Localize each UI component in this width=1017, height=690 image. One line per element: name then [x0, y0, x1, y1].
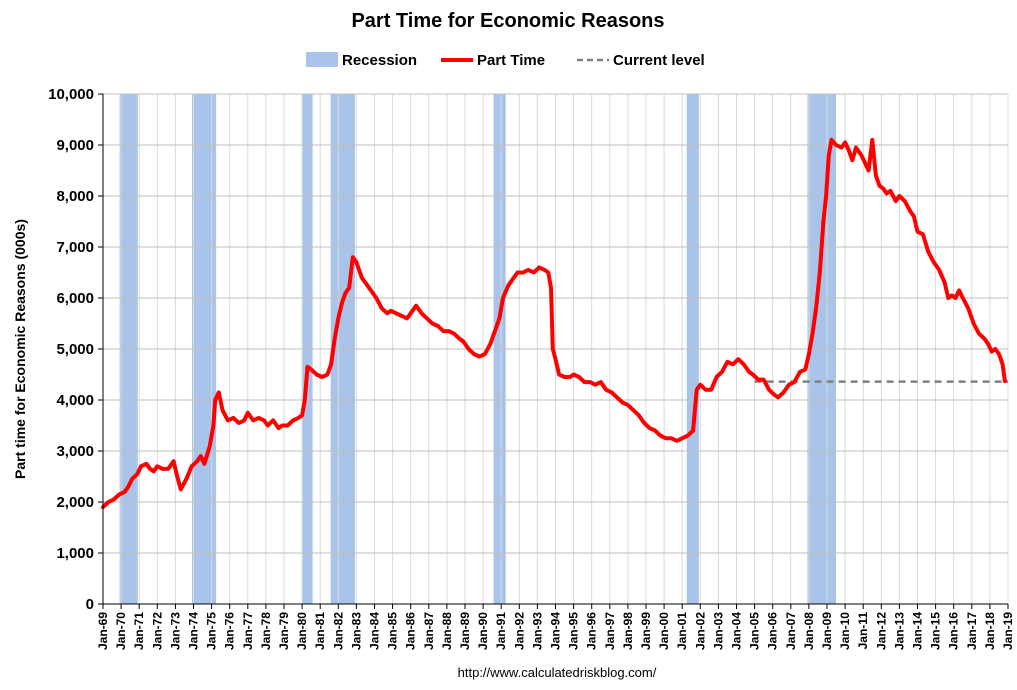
source-url: http://www.calculatedriskblog.com/: [458, 665, 657, 680]
legend-label: Part Time: [477, 52, 545, 69]
legend-item: Current level: [577, 52, 705, 69]
x-tick-label: Jan-80: [295, 612, 309, 650]
x-tick-label: Jan-97: [603, 612, 617, 650]
y-tick-label: 2,000: [56, 494, 94, 511]
grid-lines: [103, 93, 1009, 604]
x-tick-label: Jan-84: [368, 612, 382, 650]
y-tick-label: 8,000: [56, 188, 94, 205]
x-tick-label: Jan-90: [476, 612, 490, 650]
x-tick-label: Jan-88: [440, 612, 454, 650]
x-tick-label: Jan-81: [313, 612, 327, 650]
x-tick-label: Jan-79: [277, 612, 291, 650]
plot-area: [98, 93, 1009, 609]
x-tick-label: Jan-70: [114, 612, 128, 650]
x-tick-label: Jan-14: [911, 612, 925, 650]
x-tick-label: Jan-77: [241, 612, 255, 650]
x-tick-labels: Jan-69 Jan-70 Jan-71 Jan-72 Jan-73 Jan-74 Jan-…: [96, 612, 1015, 650]
y-tick-label: 0: [86, 596, 94, 613]
legend-item: Recession: [306, 52, 417, 69]
x-tick-label: Jan-83: [349, 612, 363, 650]
x-tick-label: Jan-05: [748, 612, 762, 650]
y-tick-label: 7,000: [56, 239, 94, 256]
x-tick-label: Jan-93: [530, 612, 544, 650]
x-tick-label: Jan-82: [331, 612, 345, 650]
x-tick-label: Jan-10: [838, 612, 852, 650]
x-tick-label: Jan-11: [856, 612, 870, 650]
x-tick-label: Jan-86: [404, 612, 418, 650]
legend-label: Recession: [342, 52, 417, 69]
x-tick-label: Jan-15: [929, 612, 943, 650]
x-tick-label: Jan-89: [458, 612, 472, 650]
y-tick-label: 1,000: [56, 545, 94, 562]
y-tick-label: 5,000: [56, 341, 94, 358]
x-tick-label: Jan-94: [549, 612, 563, 650]
x-tick-label: Jan-09: [820, 612, 834, 650]
x-tick-label: Jan-02: [693, 612, 707, 650]
x-tick-label: Jan-91: [494, 612, 508, 650]
series-lines: [101, 137, 1007, 510]
x-tick-label: Jan-95: [567, 612, 581, 650]
x-tick-label: Jan-87: [422, 612, 436, 650]
x-tick-label: Jan-73: [168, 612, 182, 650]
chart-legend: Recession Part Time Current level: [306, 52, 705, 69]
y-tick-label: 4,000: [56, 392, 94, 409]
chart-title: Part Time for Economic Reasons: [351, 10, 664, 32]
x-tick-label: Jan-99: [639, 612, 653, 650]
legend-label: Current level: [613, 52, 705, 69]
y-tick-label: 6,000: [56, 290, 94, 307]
y-tick-labels: 0 1,000 2,000 3,000 4,000 5,000 6,000 7,000 8,00…: [48, 86, 94, 613]
x-tick-label: Jan-74: [187, 612, 201, 650]
y-tick-label: 9,000: [56, 137, 94, 154]
x-tick-label: Jan-04: [730, 612, 744, 650]
x-tick-label: Jan-01: [675, 612, 689, 650]
x-tick-label: Jan-07: [784, 612, 798, 650]
x-tick-label: Jan-72: [150, 612, 164, 650]
x-tick-label: Jan-78: [259, 612, 273, 650]
x-tick-label: Jan-03: [711, 612, 725, 650]
y-tick-label: 3,000: [56, 443, 94, 460]
x-tick-label: Jan-71: [132, 612, 146, 650]
x-tick-label: Jan-96: [585, 612, 599, 650]
x-tick-label: Jan-08: [802, 612, 816, 650]
x-tick-label: Jan-76: [223, 612, 237, 650]
x-tick-label: Jan-18: [983, 612, 997, 650]
legend-swatch-recession: [306, 52, 338, 67]
x-tick-label: Jan-00: [657, 612, 671, 650]
y-axis-label: Part time for Economic Reasons (000s): [12, 219, 28, 479]
x-tick-label: Jan-06: [766, 612, 780, 650]
axes: [98, 93, 1009, 609]
x-tick-label: Jan-16: [947, 612, 961, 650]
x-tick-label: Jan-19: [1001, 612, 1015, 650]
legend-item: Part Time: [441, 52, 545, 69]
x-tick-label: Jan-75: [205, 612, 219, 650]
x-tick-label: Jan-69: [96, 612, 110, 650]
x-tick-label: Jan-17: [965, 612, 979, 650]
series-line-part-time: [101, 137, 1007, 510]
x-tick-label: Jan-13: [892, 612, 906, 650]
x-tick-label: Jan-85: [386, 612, 400, 650]
x-tick-label: Jan-92: [512, 612, 526, 650]
x-tick-label: Jan-12: [874, 612, 888, 650]
y-tick-label: 10,000: [48, 86, 94, 103]
x-tick-label: Jan-98: [621, 612, 635, 650]
